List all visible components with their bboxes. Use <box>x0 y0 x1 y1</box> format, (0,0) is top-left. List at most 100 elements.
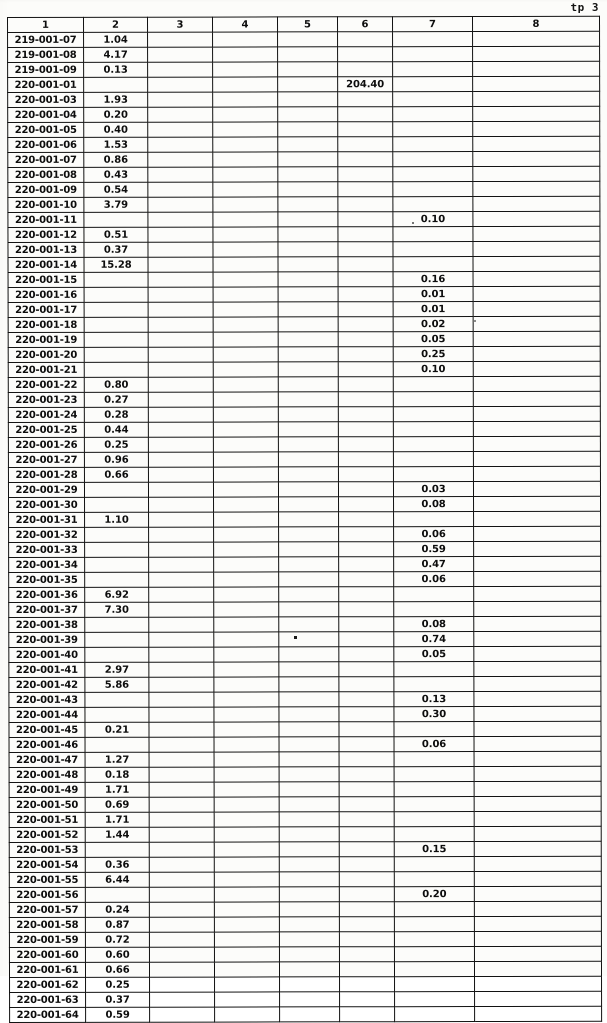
cell-value-col8[interactable] <box>474 901 602 917</box>
cell-value-col2[interactable]: 0.21 <box>84 722 150 738</box>
cell-value-col5[interactable] <box>278 391 339 407</box>
cell-value-col2[interactable]: 0.96 <box>84 452 149 468</box>
cell-value-col3[interactable] <box>148 347 214 363</box>
table-row[interactable]: 220-001-59 0.72 <box>9 931 602 948</box>
cell-value-col4[interactable] <box>212 211 278 228</box>
cell-value-col8[interactable] <box>474 841 602 857</box>
cell-value-col3[interactable] <box>147 107 213 123</box>
cell-value-col6[interactable] <box>338 646 394 662</box>
cell-value-col3[interactable] <box>149 917 215 933</box>
cell-value-col8[interactable] <box>474 991 602 1007</box>
cell-value-col7[interactable]: 0.74 <box>393 631 474 647</box>
cell-value-col3[interactable] <box>148 257 214 273</box>
cell-value-col7[interactable] <box>392 136 473 152</box>
cell-item-code[interactable]: 220-001-11 <box>7 212 84 228</box>
cell-value-col7[interactable] <box>392 76 473 92</box>
cell-value-col5[interactable] <box>279 871 340 887</box>
cell-value-col2[interactable]: 2.97 <box>84 662 149 678</box>
table-row[interactable]: 220-001-34 0.47 <box>8 556 601 573</box>
cell-value-col4[interactable] <box>214 736 280 753</box>
cell-value-col6[interactable] <box>339 811 395 827</box>
cell-value-col5[interactable] <box>278 421 339 437</box>
cell-value-col5[interactable] <box>277 151 338 167</box>
cell-value-col5[interactable] <box>277 226 338 242</box>
cell-item-code[interactable]: 220-001-40 <box>8 647 85 663</box>
cell-value-col5[interactable] <box>278 511 339 527</box>
cell-value-col3[interactable] <box>148 647 214 663</box>
cell-value-col6[interactable] <box>338 601 394 617</box>
cell-value-col8[interactable] <box>473 541 601 557</box>
cell-value-col4[interactable] <box>212 181 278 198</box>
table-row[interactable]: 220-001-49 1.71 <box>9 781 602 798</box>
cell-value-col5[interactable] <box>278 571 339 587</box>
cell-value-col7[interactable] <box>392 61 473 77</box>
cell-value-col2[interactable]: 1.71 <box>85 782 150 798</box>
cell-value-col2[interactable]: 0.27 <box>84 392 149 408</box>
cell-value-col7[interactable]: 0.01 <box>393 301 474 317</box>
cell-value-col8[interactable] <box>472 106 600 122</box>
cell-value-col7[interactable] <box>393 466 474 482</box>
cell-value-col5[interactable] <box>278 466 339 482</box>
cell-value-col7[interactable] <box>393 376 474 392</box>
cell-value-col6[interactable] <box>339 976 395 992</box>
cell-value-col3[interactable] <box>149 947 215 963</box>
cell-value-col7[interactable] <box>392 46 473 62</box>
cell-value-col4[interactable] <box>213 721 280 738</box>
cell-value-col7[interactable] <box>393 661 474 677</box>
cell-value-col5[interactable] <box>278 586 339 602</box>
cell-value-col4[interactable] <box>213 601 279 618</box>
cell-value-col5[interactable] <box>278 541 339 557</box>
cell-value-col4[interactable] <box>212 31 278 48</box>
cell-item-code[interactable]: 220-001-39 <box>8 632 85 648</box>
cell-value-col5[interactable] <box>277 211 338 227</box>
cell-value-col3[interactable] <box>147 242 214 258</box>
table-row[interactable]: 220-001-64 0.59 <box>9 1006 602 1023</box>
cell-value-col4[interactable] <box>213 466 279 483</box>
cell-value-col8[interactable] <box>474 946 602 962</box>
cell-value-col6[interactable] <box>337 181 393 197</box>
table-row[interactable]: 220-001-18 0.02 <box>8 316 601 333</box>
cell-value-col2[interactable]: 0.37 <box>85 992 150 1008</box>
cell-value-col6[interactable] <box>339 796 395 812</box>
table-row[interactable]: 220-001-29 0.03 <box>8 481 601 498</box>
cell-item-code[interactable]: 220-001-48 <box>9 767 86 783</box>
cell-value-col5[interactable] <box>278 406 339 422</box>
cell-item-code[interactable]: 220-001-43 <box>8 692 85 708</box>
cell-value-col3[interactable] <box>149 992 215 1008</box>
cell-value-col4[interactable] <box>213 526 279 543</box>
cell-value-col7[interactable]: 0.06 <box>393 571 474 587</box>
cell-value-col5[interactable] <box>278 301 339 317</box>
cell-item-code[interactable]: 220-001-46 <box>9 737 86 753</box>
cell-value-col8[interactable] <box>473 601 601 617</box>
cell-value-col7[interactable]: 0.25 <box>393 346 474 362</box>
table-row[interactable]: 220-001-54 0.36 <box>9 856 602 873</box>
cell-value-col5[interactable] <box>279 1006 340 1022</box>
cell-item-code[interactable]: 220-001-19 <box>8 332 85 348</box>
cell-value-col5[interactable] <box>277 181 338 197</box>
cell-value-col6[interactable] <box>338 496 394 512</box>
table-row[interactable]: 220-001-63 0.37 <box>9 991 602 1008</box>
cell-value-col2[interactable] <box>84 482 149 498</box>
cell-value-col2[interactable]: 1.10 <box>84 512 149 528</box>
cell-value-col5[interactable] <box>279 766 340 782</box>
cell-value-col6[interactable] <box>339 766 395 782</box>
cell-value-col4[interactable] <box>214 946 280 963</box>
cell-value-col3[interactable] <box>149 872 215 888</box>
cell-value-col5[interactable] <box>278 631 339 647</box>
table-row[interactable]: 220-001-40 0.05 <box>8 646 601 663</box>
cell-value-col2[interactable] <box>84 707 149 723</box>
cell-value-col7[interactable]: 0.06 <box>394 736 475 752</box>
cell-value-col3[interactable] <box>148 272 214 288</box>
cell-value-col2[interactable]: 0.43 <box>83 167 148 183</box>
cell-value-col5[interactable] <box>278 721 340 737</box>
table-row[interactable]: 219-001-07 1.04 <box>7 31 600 48</box>
cell-value-col8[interactable] <box>473 301 601 317</box>
cell-value-col7[interactable]: 0.01 <box>393 286 474 302</box>
table-row[interactable]: 220-001-01 204.40 <box>7 76 600 93</box>
cell-value-col5[interactable] <box>277 46 338 62</box>
cell-value-col7[interactable] <box>392 241 474 257</box>
cell-value-col4[interactable] <box>212 121 278 138</box>
cell-value-col3[interactable] <box>147 47 213 63</box>
table-row[interactable]: 220-001-30 0.08 <box>8 496 601 513</box>
cell-value-col5[interactable] <box>278 316 339 332</box>
